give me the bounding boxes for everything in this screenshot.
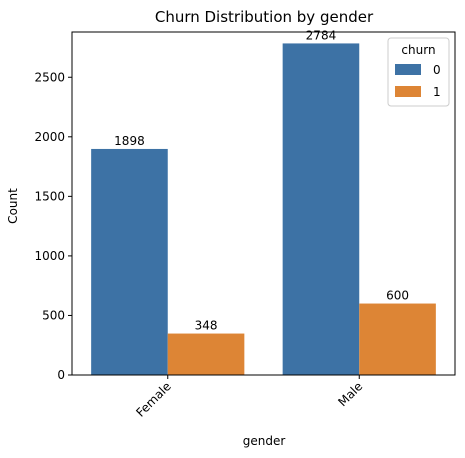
y-tick-label: 1500	[34, 189, 65, 203]
bar-male-churn-1	[359, 303, 436, 375]
y-axis-label: Count	[6, 188, 20, 224]
y-tick-label: 0	[57, 368, 65, 382]
plot-area: 1898 2784 348 600	[91, 28, 436, 376]
legend-swatch-churn-0	[395, 64, 421, 75]
data-label: 1898	[114, 134, 145, 148]
chart-title: Churn Distribution by gender	[155, 8, 374, 26]
y-tick-label: 2500	[34, 70, 65, 84]
y-tick-label: 500	[42, 308, 65, 322]
data-label: 348	[195, 319, 218, 333]
plot-frame	[71, 31, 456, 376]
x-tick-label-female: Female	[133, 379, 174, 420]
data-label: 600	[386, 289, 409, 303]
bar-male-churn-0	[282, 43, 360, 376]
x-axis-label: gender	[243, 434, 286, 448]
legend-label-churn-1: 1	[433, 85, 441, 99]
legend-swatch-churn-1	[395, 86, 421, 97]
data-label: 2784	[306, 28, 337, 42]
y-tick-label: 2000	[34, 130, 65, 144]
legend-title: churn	[401, 43, 435, 57]
bar-female-churn-1	[167, 333, 245, 375]
legend: churn 0 1	[387, 37, 450, 107]
x-tick-label-male: Male	[335, 379, 365, 409]
y-tick-label: 1000	[34, 249, 65, 263]
bar-female-churn-0	[91, 148, 168, 375]
legend-label-churn-0: 0	[433, 63, 441, 77]
